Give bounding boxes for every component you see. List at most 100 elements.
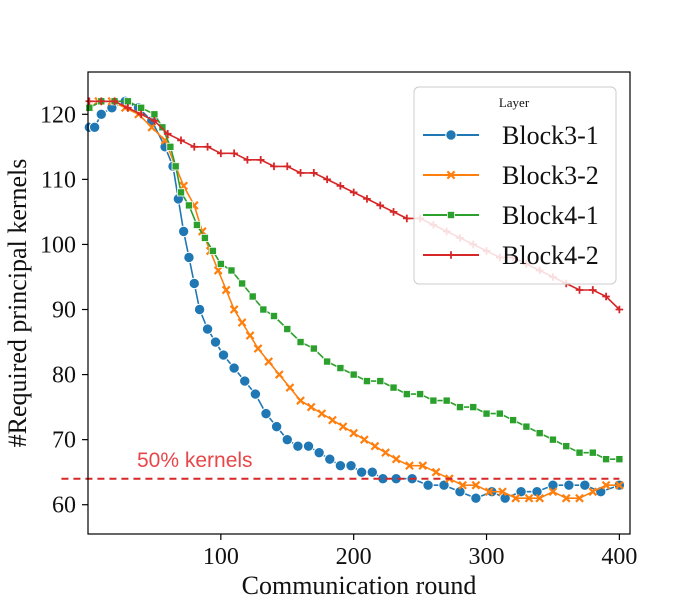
data-point-block3-2 [484, 487, 494, 497]
data-point-block4-2 [85, 97, 94, 106]
data-point-block4-1 [238, 279, 247, 288]
data-point-block3-1 [209, 336, 222, 348]
data-point-block4-2 [124, 103, 132, 112]
legend-swatch-marker [446, 210, 455, 219]
data-point-block4-1 [522, 422, 531, 431]
data-point-block4-1 [259, 305, 268, 314]
data-point-block4-2 [110, 97, 119, 106]
data-point-block4-1 [208, 246, 217, 255]
data-point-block4-2 [602, 292, 610, 301]
data-point-block4-1 [402, 390, 411, 399]
data-point-block4-2 [389, 208, 398, 216]
legend-title: Layer [499, 95, 530, 110]
data-point-block4-1 [482, 409, 491, 418]
legend-label: Block3-2 [502, 161, 599, 190]
data-point-block3-1 [292, 440, 304, 452]
legend-label: Block4-2 [502, 241, 599, 270]
data-point-block4-1 [309, 344, 318, 353]
data-point-block3-2 [575, 493, 584, 503]
data-point-block4-1 [509, 416, 518, 425]
data-point-block3-2 [317, 409, 327, 418]
data-point-block4-2 [190, 143, 199, 151]
data-point-block4-1 [171, 162, 180, 171]
data-point-block3-2 [601, 480, 611, 490]
data-point-block4-1 [158, 123, 167, 132]
data-point-block4-2 [615, 305, 624, 314]
data-point-block4-1 [216, 259, 225, 268]
legend-entries: Block3-1 Block3-2 Block4-1 Block4-2 [423, 121, 599, 270]
data-point-block3-1 [313, 446, 325, 459]
data-point-block4-1 [602, 455, 611, 464]
data-point-block3-1 [324, 453, 336, 465]
data-point-block3-1 [228, 362, 240, 374]
data-point-block3-2 [405, 461, 414, 471]
data-point-block4-2 [243, 156, 252, 164]
data-point-block4-2 [323, 175, 331, 184]
data-point-block3-2 [431, 467, 441, 477]
data-point-block3-1 [95, 108, 107, 120]
data-point-block4-2 [230, 149, 238, 158]
data-point-block4-1 [575, 448, 584, 457]
data-point-block3-2 [229, 305, 239, 314]
data-point-block4-1 [376, 377, 385, 386]
legend-label: Block3-1 [502, 121, 599, 150]
data-point-block4-1 [455, 403, 464, 412]
data-point-block4-1 [283, 325, 292, 334]
y-tick-label: 100 [40, 232, 76, 258]
x-tick-label: 100 [203, 544, 239, 570]
data-point-block3-2 [147, 122, 157, 132]
data-point-block4-2 [376, 201, 385, 210]
data-point-block4-2 [150, 117, 159, 125]
data-point-block4-2 [270, 162, 278, 171]
data-point-block3-2 [253, 344, 263, 353]
data-point-block3-2 [614, 480, 624, 490]
series-block4-1 [85, 97, 624, 464]
data-point-block4-1 [176, 188, 185, 197]
data-point-block3-2 [561, 493, 571, 503]
data-point-block4-1 [429, 396, 438, 405]
data-point-block3-2 [264, 357, 274, 366]
data-point-block4-1 [192, 220, 201, 229]
data-point-block3-2 [418, 461, 428, 471]
data-point-block4-2 [575, 286, 584, 294]
legend-box [413, 86, 617, 285]
data-point-block3-2 [349, 428, 359, 438]
series-line-block3-2 [88, 100, 620, 499]
data-point-block4-1 [615, 455, 624, 464]
data-point-block3-1 [470, 492, 482, 504]
data-point-block3-2 [306, 402, 316, 412]
x-tick-label: 200 [336, 544, 372, 570]
data-point-block4-1 [137, 103, 146, 112]
plot-area [61, 95, 626, 504]
x-tick-label: 400 [601, 544, 637, 570]
data-point-block4-2 [296, 169, 305, 177]
data-point-block4-2 [310, 169, 318, 177]
data-point-block4-2 [589, 286, 597, 294]
data-point-block3-2 [296, 396, 305, 405]
data-point-block4-2 [163, 130, 172, 138]
data-point-block3-2 [548, 487, 558, 497]
data-point-block3-2 [213, 266, 223, 275]
data-point-block3-1 [239, 375, 251, 387]
y-tick-label: 80 [52, 363, 76, 389]
data-point-block4-1 [296, 338, 305, 347]
data-point-block3-1 [270, 420, 283, 433]
data-point-block4-1 [416, 390, 425, 399]
data-point-block4-1 [184, 201, 193, 210]
plot-frame [87, 71, 631, 535]
data-point-block4-1 [166, 142, 175, 151]
legend-item-block3-1: Block3-1 [423, 121, 599, 150]
data-point-block3-2 [285, 383, 295, 392]
data-point-block4-2 [363, 195, 371, 203]
x-tick-label: 300 [469, 544, 505, 570]
legend-swatch-marker [446, 170, 456, 180]
legend-swatch-marker [447, 251, 455, 259]
axis-ticks: 100 200 300 400 60 70 80 90 100 110 120 [40, 102, 637, 570]
data-point-block3-1 [281, 433, 293, 446]
data-point-block3-1 [249, 388, 262, 400]
data-point-block3-2 [274, 370, 284, 379]
data-point-block3-1 [579, 479, 591, 491]
data-point-block3-2 [370, 441, 380, 451]
